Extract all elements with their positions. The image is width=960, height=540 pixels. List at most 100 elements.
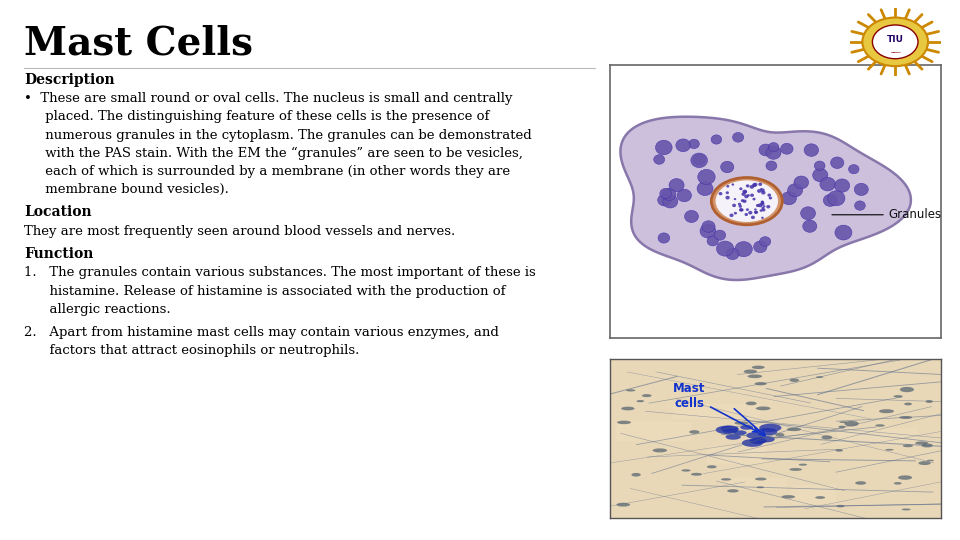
- Ellipse shape: [768, 143, 779, 152]
- Ellipse shape: [755, 211, 757, 213]
- Ellipse shape: [761, 207, 764, 209]
- Ellipse shape: [744, 369, 757, 374]
- Text: Granules: Granules: [832, 208, 942, 221]
- Ellipse shape: [658, 194, 671, 206]
- Ellipse shape: [845, 421, 859, 427]
- Ellipse shape: [662, 195, 678, 208]
- Ellipse shape: [621, 407, 635, 410]
- Ellipse shape: [740, 425, 754, 430]
- Ellipse shape: [855, 481, 866, 485]
- Ellipse shape: [822, 435, 832, 440]
- Ellipse shape: [752, 366, 765, 369]
- Ellipse shape: [900, 387, 914, 392]
- Bar: [730, 478, 786, 490]
- Ellipse shape: [814, 161, 825, 171]
- Ellipse shape: [698, 170, 715, 185]
- Text: with the PAS stain. With the EM the “granules” are seen to be vesicles,: with the PAS stain. With the EM the “gra…: [24, 146, 523, 160]
- Ellipse shape: [922, 443, 933, 448]
- Ellipse shape: [682, 469, 690, 471]
- Ellipse shape: [902, 444, 913, 447]
- Ellipse shape: [767, 193, 771, 197]
- Ellipse shape: [708, 236, 718, 246]
- Ellipse shape: [738, 202, 741, 206]
- Ellipse shape: [926, 460, 934, 461]
- Ellipse shape: [756, 487, 764, 488]
- Ellipse shape: [763, 205, 765, 207]
- Ellipse shape: [759, 237, 771, 246]
- Ellipse shape: [721, 161, 733, 173]
- Ellipse shape: [746, 432, 765, 439]
- Text: ___: ___: [890, 47, 900, 53]
- Ellipse shape: [688, 139, 699, 148]
- Text: Mast cell (Schematic representation): Mast cell (Schematic representation): [679, 362, 900, 375]
- Ellipse shape: [742, 190, 747, 194]
- Ellipse shape: [766, 205, 770, 208]
- Ellipse shape: [719, 192, 723, 195]
- Ellipse shape: [804, 144, 819, 157]
- Text: Location: Location: [24, 205, 91, 219]
- Ellipse shape: [760, 200, 764, 203]
- Text: Mast
cells: Mast cells: [673, 382, 757, 432]
- Ellipse shape: [714, 230, 726, 240]
- Ellipse shape: [915, 441, 928, 444]
- Ellipse shape: [794, 176, 808, 189]
- Text: membrane bound vesicles).: membrane bound vesicles).: [24, 183, 228, 196]
- Ellipse shape: [775, 433, 784, 437]
- Ellipse shape: [700, 224, 716, 238]
- Ellipse shape: [900, 416, 912, 419]
- Ellipse shape: [766, 161, 777, 171]
- Ellipse shape: [739, 208, 743, 212]
- Ellipse shape: [904, 402, 912, 406]
- Ellipse shape: [838, 426, 846, 428]
- Ellipse shape: [744, 194, 749, 198]
- Ellipse shape: [702, 221, 715, 232]
- Ellipse shape: [757, 189, 761, 193]
- Ellipse shape: [836, 505, 845, 508]
- Ellipse shape: [745, 213, 748, 216]
- Ellipse shape: [756, 407, 771, 410]
- Ellipse shape: [723, 429, 736, 434]
- Ellipse shape: [761, 191, 765, 194]
- Ellipse shape: [885, 449, 894, 451]
- Ellipse shape: [726, 191, 729, 194]
- Ellipse shape: [834, 179, 850, 192]
- Ellipse shape: [760, 188, 762, 190]
- Circle shape: [873, 25, 918, 59]
- Bar: [837, 428, 917, 444]
- Ellipse shape: [658, 233, 670, 243]
- Ellipse shape: [738, 205, 742, 208]
- Text: TIU: TIU: [887, 35, 903, 44]
- Ellipse shape: [835, 449, 843, 451]
- Ellipse shape: [748, 211, 753, 214]
- Ellipse shape: [755, 382, 767, 386]
- Ellipse shape: [662, 188, 676, 200]
- Ellipse shape: [676, 139, 690, 152]
- Polygon shape: [620, 117, 911, 280]
- Ellipse shape: [824, 194, 837, 206]
- Ellipse shape: [653, 448, 667, 453]
- Ellipse shape: [828, 191, 845, 206]
- Ellipse shape: [879, 409, 894, 413]
- Ellipse shape: [835, 225, 852, 240]
- Ellipse shape: [750, 193, 754, 197]
- Ellipse shape: [746, 208, 749, 211]
- Ellipse shape: [733, 430, 747, 435]
- Ellipse shape: [766, 146, 781, 159]
- Ellipse shape: [898, 475, 912, 480]
- Ellipse shape: [755, 208, 756, 211]
- Ellipse shape: [760, 202, 764, 206]
- Ellipse shape: [789, 379, 799, 382]
- Ellipse shape: [654, 155, 664, 164]
- Ellipse shape: [839, 421, 847, 423]
- Text: Function: Function: [24, 247, 93, 261]
- Ellipse shape: [716, 241, 733, 256]
- Ellipse shape: [711, 178, 782, 225]
- Ellipse shape: [697, 181, 713, 195]
- Text: 2.   Apart from histamine mast cells may contain various enzymes, and: 2. Apart from histamine mast cells may c…: [24, 326, 499, 339]
- Ellipse shape: [752, 183, 756, 187]
- Ellipse shape: [757, 436, 775, 442]
- Ellipse shape: [741, 199, 744, 202]
- Ellipse shape: [746, 184, 750, 187]
- Ellipse shape: [758, 183, 762, 186]
- Bar: [791, 485, 836, 504]
